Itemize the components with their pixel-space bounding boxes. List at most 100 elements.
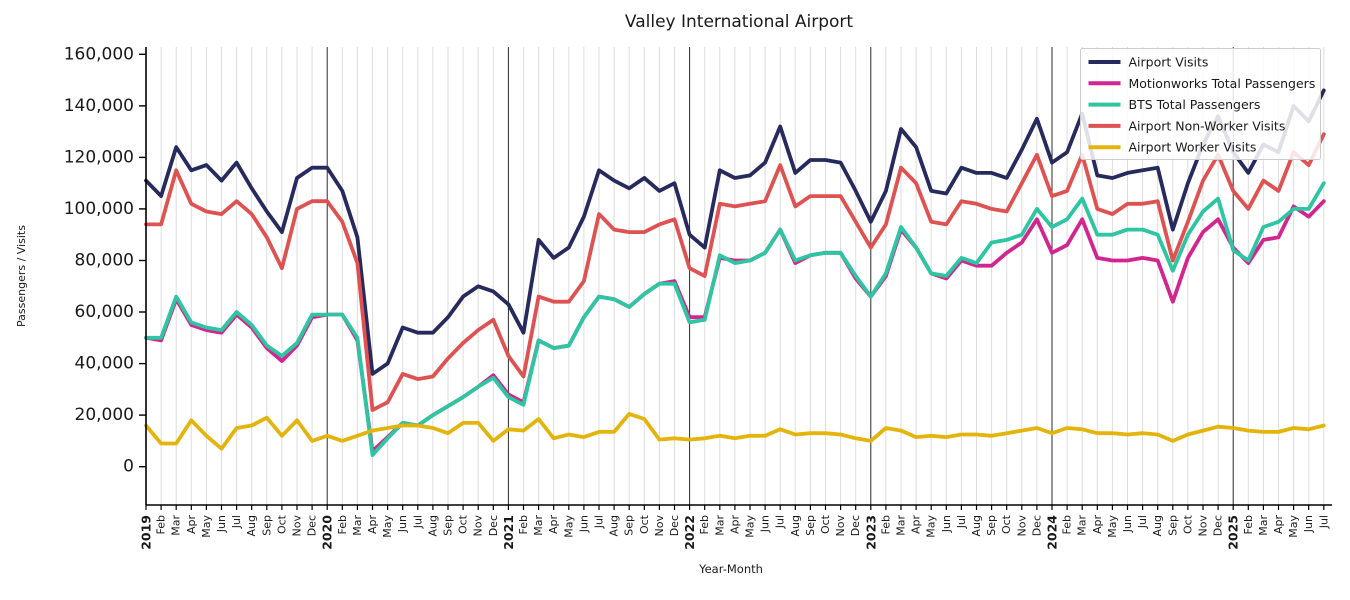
x-tick-label: Dec: [1030, 515, 1043, 536]
x-tick-label: Nov: [472, 515, 485, 537]
x-tick-label: Jun: [396, 515, 409, 533]
x-tick-label: Jun: [940, 515, 953, 533]
x-tick-label: Nov: [1197, 515, 1210, 537]
x-tick-label: May: [562, 515, 575, 538]
x-tick-label: 2025: [1226, 515, 1241, 550]
y-axis-label: Passengers / Visits: [15, 225, 28, 327]
x-tick-label: Oct: [275, 514, 288, 534]
series-lines: [144, 88, 1326, 458]
series-line-airport-worker-visits: [144, 411, 1326, 451]
legend-label: Airport Worker Visits: [1129, 140, 1257, 155]
x-tick-label: Apr: [728, 515, 741, 535]
x-tick-label: Apr: [366, 515, 379, 535]
x-tick-label: Dec: [668, 515, 681, 536]
axes: [145, 47, 1332, 506]
x-tick-label: Jun: [1302, 515, 1315, 533]
y-tick-label: 20,000: [75, 405, 134, 425]
x-tick-label: Dec: [487, 515, 500, 536]
legend-entry: Airport Worker Visits: [1088, 140, 1257, 155]
x-tick-label: May: [381, 515, 394, 538]
gridlines: [160, 47, 1325, 505]
x-tick-label: Oct: [1181, 514, 1194, 534]
x-tick-label: Jul: [955, 515, 968, 529]
x-tick-label: Mar: [1076, 515, 1089, 536]
x-tick-label: Jul: [593, 515, 606, 529]
x-tick-label: May: [1287, 515, 1300, 538]
y-tick-label: 140,000: [64, 96, 134, 116]
legend-entry: Airport Non-Worker Visits: [1088, 118, 1286, 133]
x-ticks: 2019 Feb Mar Apr May Jun Jul Aug Sep Oct Nov Dec 202…: [139, 505, 1330, 550]
x-tick-label: May: [1106, 515, 1119, 538]
x-tick-label: Feb: [155, 515, 168, 534]
x-tick-label: Feb: [336, 515, 349, 534]
x-tick-label: Nov: [291, 515, 304, 537]
x-tick-label: Feb: [1242, 515, 1255, 534]
x-tick-label: Nov: [1015, 515, 1028, 537]
x-tick-label: 2020: [320, 515, 335, 550]
x-tick-label: Dec: [849, 515, 862, 536]
x-tick-label: Feb: [517, 515, 530, 534]
y-ticks: 0 20,000 40,000 60,000 80,000 100,000 120,000 1…: [64, 44, 146, 477]
x-tick-label: Mar: [532, 515, 545, 536]
x-tick-label: 2019: [139, 515, 154, 550]
x-tick-label: May: [744, 515, 757, 538]
x-tick-label: Jun: [215, 515, 228, 533]
series-line-airport-visits: [144, 88, 1326, 376]
x-tick-label: Jul: [1136, 515, 1149, 529]
y-tick-label: 60,000: [75, 302, 134, 322]
x-tick-label: Oct: [1000, 514, 1013, 534]
x-tick-label: Mar: [351, 515, 364, 536]
x-tick-label: Apr: [185, 515, 198, 535]
legend-entry: BTS Total Passengers: [1088, 97, 1260, 112]
x-tick-label: Oct: [638, 514, 651, 534]
x-tick-label: Sep: [442, 515, 455, 536]
x-tick-label: Sep: [804, 515, 817, 536]
x-tick-label: Aug: [245, 515, 258, 536]
x-tick-label: Jul: [230, 515, 243, 529]
legend-entry: Airport Visits: [1088, 55, 1208, 70]
x-tick-label: Jun: [1121, 515, 1134, 533]
legend: Airport Visits Motionworks Total Passenge…: [1080, 48, 1321, 160]
y-tick-label: 120,000: [64, 147, 134, 167]
x-tick-label: Oct: [457, 514, 470, 534]
x-tick-label: Jun: [577, 515, 590, 533]
y-tick-label: 0: [123, 457, 134, 477]
x-tick-label: Feb: [698, 515, 711, 534]
x-tick-label: Apr: [1272, 515, 1285, 535]
x-tick-label: Aug: [426, 515, 439, 536]
x-tick-label: Sep: [985, 515, 998, 536]
x-tick-label: Nov: [834, 515, 847, 537]
legend-entry: Motionworks Total Passengers: [1088, 76, 1316, 91]
x-tick-label: Apr: [547, 515, 560, 535]
series-line-bts-total-passengers: [144, 181, 1326, 458]
x-axis-label: Year-Month: [698, 562, 763, 576]
y-tick-label: 40,000: [75, 354, 134, 374]
x-tick-label: Mar: [170, 515, 183, 536]
x-tick-label: Aug: [789, 515, 802, 536]
legend-box: [1080, 48, 1321, 160]
x-tick-label: Mar: [1257, 515, 1270, 536]
y-tick-label: 80,000: [75, 251, 134, 271]
x-tick-label: Feb: [1061, 515, 1074, 534]
x-tick-label: 2022: [682, 515, 697, 550]
x-tick-label: Oct: [819, 514, 832, 534]
x-tick-label: Jul: [774, 515, 787, 529]
plot-area: 0 20,000 40,000 60,000 80,000 100,000 120,000 1…: [64, 44, 1332, 550]
x-tick-label: May: [200, 515, 213, 538]
x-tick-label: Apr: [1091, 515, 1104, 535]
chart-title: Valley International Airport: [625, 12, 854, 32]
x-tick-label: May: [925, 515, 938, 538]
x-tick-label: Feb: [879, 515, 892, 534]
legend-label: Airport Non-Worker Visits: [1129, 118, 1286, 133]
x-tick-label: Sep: [1166, 515, 1179, 536]
y-tick-label: 160,000: [64, 44, 134, 64]
x-tick-label: Sep: [260, 515, 273, 536]
x-tick-label: 2021: [501, 515, 516, 550]
x-tick-label: Dec: [306, 515, 319, 536]
x-tick-label: Nov: [653, 515, 666, 537]
legend-label: Motionworks Total Passengers: [1129, 76, 1316, 91]
x-tick-label: Mar: [713, 515, 726, 536]
x-tick-label: 2023: [863, 515, 878, 550]
